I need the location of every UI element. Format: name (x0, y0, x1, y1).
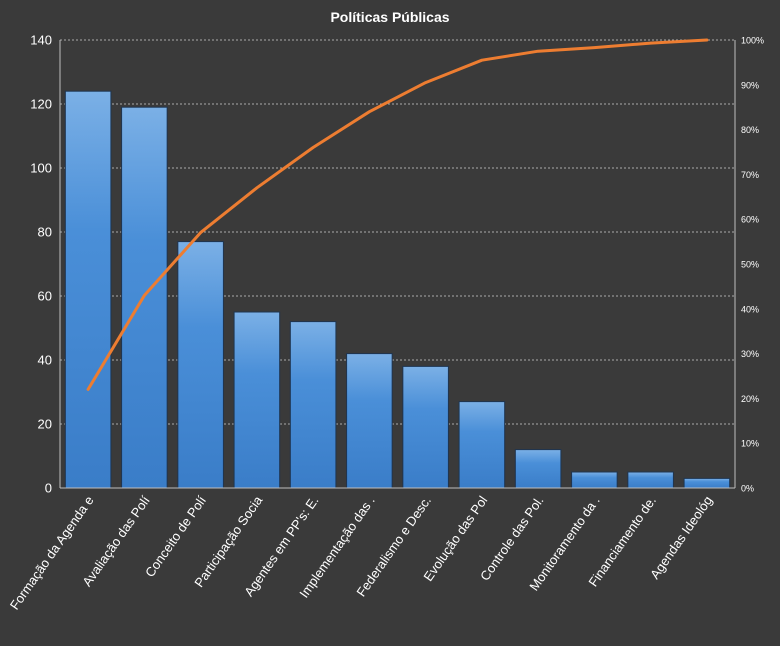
y2-tick-label: 30% (741, 349, 759, 359)
bar (346, 353, 393, 489)
y2-tick-label: 40% (741, 304, 759, 314)
grid-lines (60, 39, 735, 425)
y-tick-label: 120 (30, 97, 52, 112)
y2-tick-label: 80% (741, 125, 759, 135)
y2-tick-label: 10% (741, 439, 759, 449)
y-tick-label: 20 (38, 417, 52, 432)
y2-tick-label: 60% (741, 215, 759, 225)
y2-tick-label: 0% (741, 484, 754, 494)
cumulative-line-path (86, 38, 709, 391)
axes: 0 20 40 60 80 100 120 140 0% 10% 20% 30% 40% 50% 60% 70… (7, 33, 764, 613)
bar (627, 471, 674, 489)
y-tick-label: 60 (38, 289, 52, 304)
bars (64, 90, 731, 489)
x-tick-label: Conceito de Polí (142, 493, 209, 580)
bar (402, 365, 449, 489)
bar (683, 477, 731, 489)
bar (514, 449, 562, 489)
y2-tick-label: 90% (741, 80, 759, 90)
bar (233, 311, 281, 489)
x-tick-label: Agendas Ideológ (647, 493, 715, 582)
y2-tick-label: 100% (741, 36, 764, 46)
bar (571, 471, 618, 489)
chart-title: Políticas Públicas (330, 9, 449, 25)
y-tick-label: 0 (45, 481, 52, 496)
y2-tick-label: 20% (741, 394, 759, 404)
y-tick-label: 40 (38, 353, 52, 368)
bar (177, 241, 224, 489)
y-tick-label: 140 (30, 33, 52, 48)
y2-tick-label: 70% (741, 170, 759, 180)
y2-tick-label: 50% (741, 260, 759, 270)
bar (64, 90, 112, 489)
y-tick-label: 100 (30, 161, 52, 176)
y-tick-label: 80 (38, 225, 52, 240)
bar (289, 321, 337, 489)
cumulative-line (86, 38, 709, 391)
bar (458, 401, 506, 489)
x-tick-label: Formação da Agenda e (7, 493, 97, 612)
